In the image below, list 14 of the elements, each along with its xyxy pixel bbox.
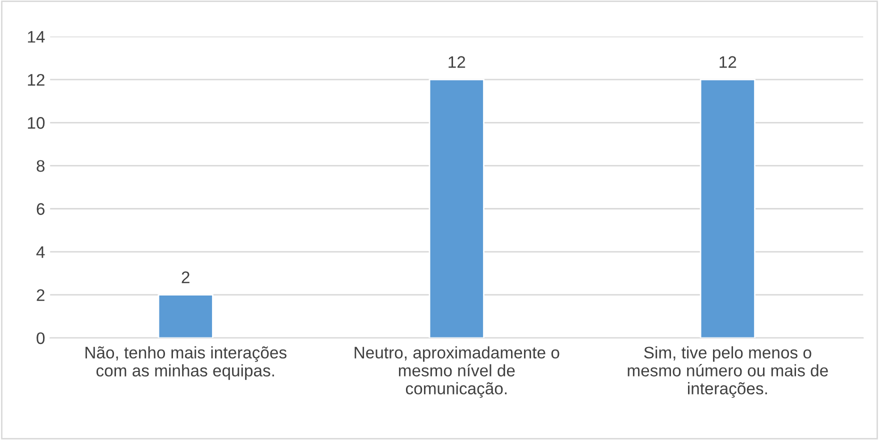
x-tick-label: Neutro, aproximadamente o mesmo nível de comunicação.	[354, 346, 560, 398]
data-label: 2	[182, 271, 190, 284]
y-tick-label: 12	[28, 74, 44, 86]
y-tick-label: 2	[36, 289, 44, 301]
x-tick-label: Sim, tive pelo menos o mesmo número ou mais de interações.	[628, 346, 828, 398]
y-tick-label: 6	[36, 203, 45, 215]
data-label: 12	[720, 56, 736, 68]
y-tick-label: 10	[28, 117, 45, 129]
y-tick-label: 8	[36, 160, 45, 172]
y-tick-label: 14	[28, 31, 45, 43]
x-tick-label: Não, tenho mais interações com as minhas equipas.	[86, 346, 286, 380]
data-label: 12	[448, 56, 466, 68]
y-tick-label: 4	[36, 246, 45, 258]
y-tick-label: 0	[36, 332, 45, 344]
